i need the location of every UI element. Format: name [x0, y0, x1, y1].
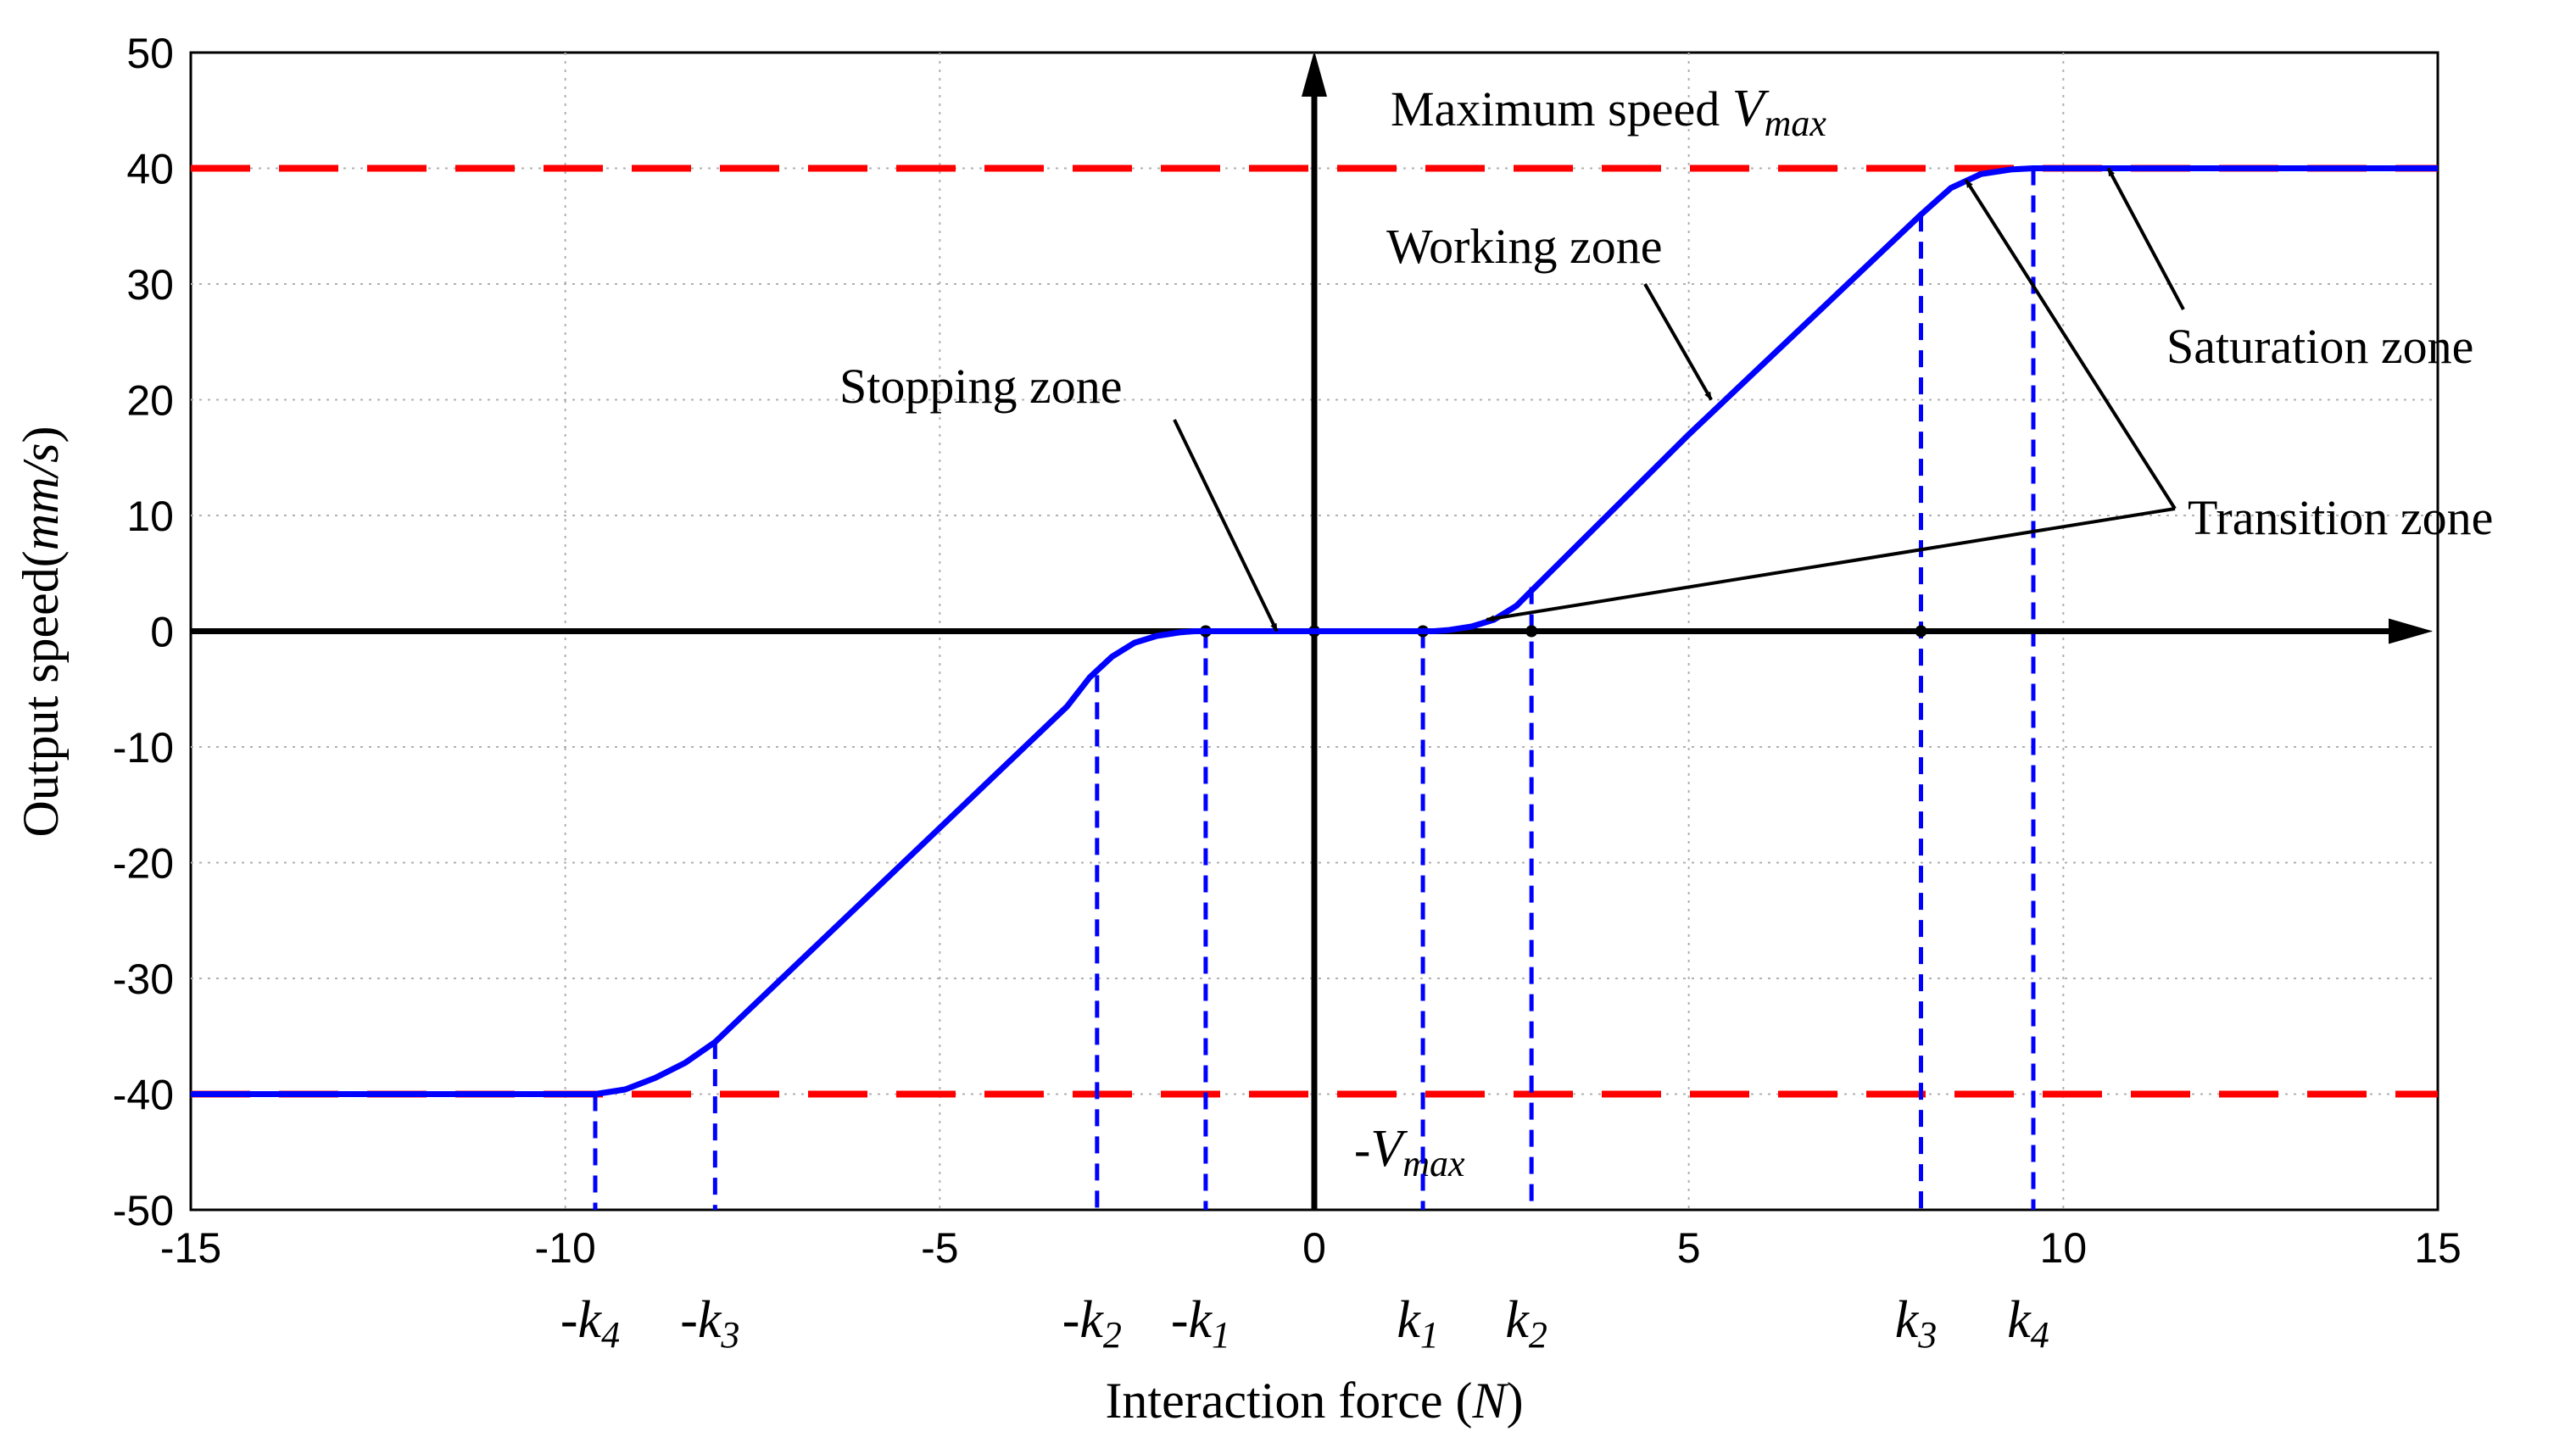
y-tick-label: -10 [113, 724, 174, 772]
y-tick-label: 20 [126, 377, 174, 425]
marker-label: k3 [1895, 1291, 1938, 1356]
annotation-arrow [1643, 283, 1713, 401]
x-tick-label: 15 [2414, 1224, 2462, 1272]
series-line [191, 165, 2438, 1097]
y-tick-label: -40 [113, 1072, 174, 1119]
y-tick-label: 40 [126, 146, 174, 193]
axis-point [1915, 625, 1927, 638]
marker-label: -k3 [680, 1291, 739, 1356]
annotation-arrow [1173, 419, 1279, 632]
y-tick-label: 0 [150, 609, 174, 656]
y-tick-label: 30 [126, 261, 174, 309]
annotations: Working zone Saturation zone Stopping zone… [839, 167, 2493, 632]
x-tick-label: -15 [160, 1224, 221, 1272]
annotation-arrow [2106, 167, 2185, 310]
annotation-label: Working zone [1386, 219, 1663, 274]
limit-label-vmax: Maximum speed Vmax [1391, 80, 1826, 144]
y-tick-label: -50 [113, 1187, 174, 1234]
y-tick-label: 10 [126, 493, 174, 540]
annotation-arrow [1486, 507, 2176, 622]
series-curve [191, 165, 2438, 1097]
marker-label: k4 [2007, 1291, 2049, 1356]
marker-label: -k2 [1062, 1291, 1122, 1356]
annotation-label: Transition zone [2188, 490, 2493, 545]
x-tick-label: 0 [1302, 1224, 1326, 1272]
limit-label-neg-vmax: -Vmax [1354, 1120, 1465, 1184]
annotation-arrow [1964, 179, 2177, 510]
axis-point [1525, 625, 1538, 638]
x-tick-label: 10 [2040, 1224, 2088, 1272]
x-axis-arrowhead [2389, 618, 2433, 644]
annotation-label: Stopping zone [839, 359, 1122, 414]
marker-label: -k1 [1171, 1291, 1230, 1356]
y-tick-label: -30 [113, 956, 174, 1003]
x-tick-label: -10 [535, 1224, 596, 1272]
marker-label: k2 [1505, 1291, 1547, 1356]
marker-label: k1 [1397, 1291, 1439, 1356]
annotation-label: Saturation zone [2166, 319, 2473, 374]
marker-label: -k4 [560, 1291, 620, 1356]
marker-lines: -k4 -k3 -k2 -k1 k1 k2 k3 k4 [560, 168, 2049, 1356]
x-tick-label: -5 [921, 1224, 958, 1272]
y-axis-arrowhead [1302, 51, 1327, 97]
y-axis-title: Output speed(mm/s) [13, 426, 69, 838]
x-tick-label: 5 [1677, 1224, 1701, 1272]
y-tick-label: -20 [113, 840, 174, 888]
x-axis-title: Interaction force (N) [1105, 1373, 1523, 1429]
y-tick-label: 50 [126, 30, 174, 77]
